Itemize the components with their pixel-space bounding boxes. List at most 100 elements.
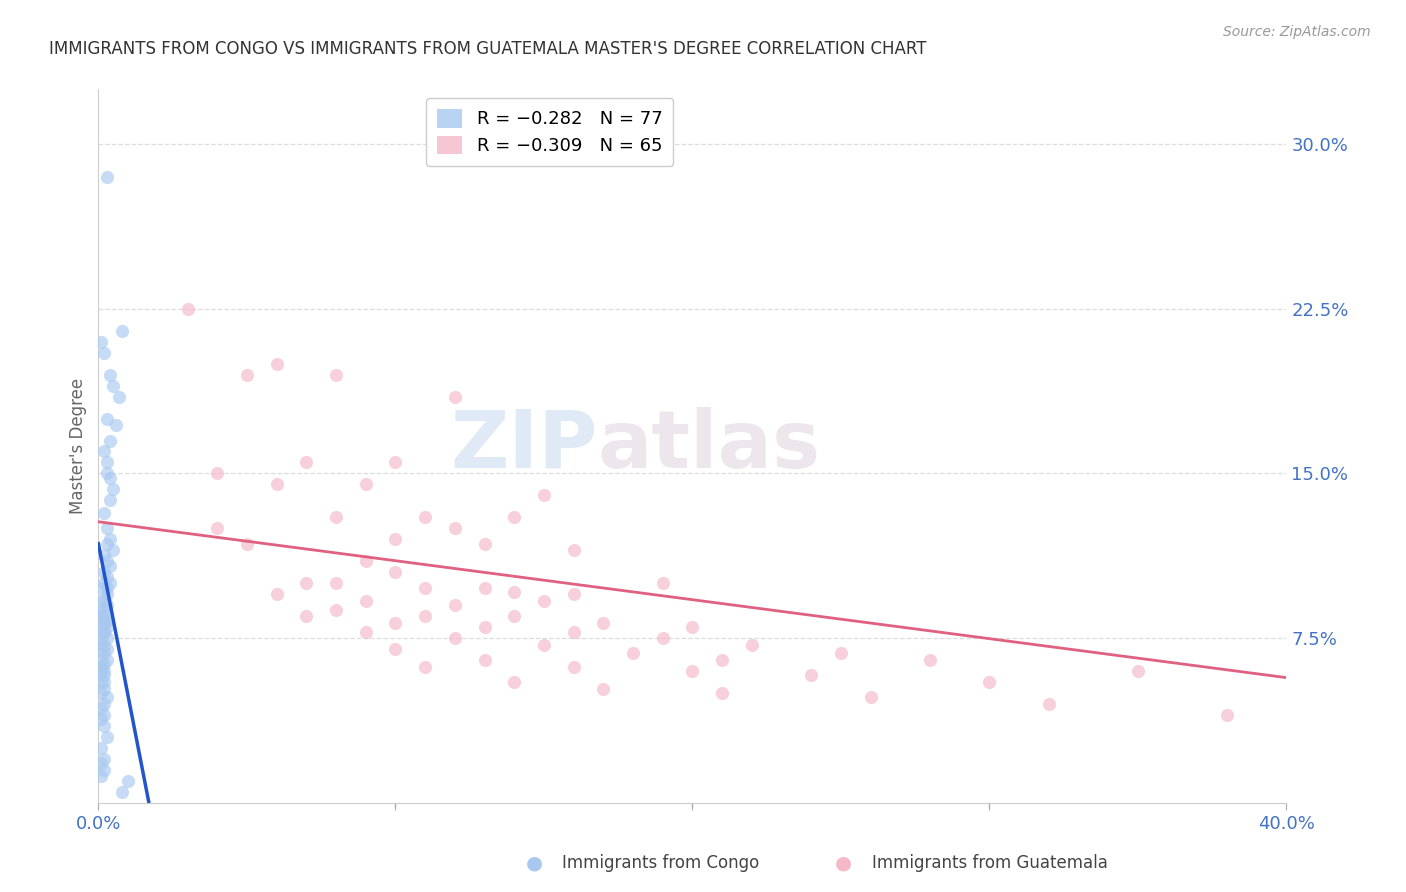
Text: ZIP: ZIP: [450, 407, 598, 485]
Point: [96, 598, 118, 612]
Point: [533, 488, 555, 502]
Point: [96, 620, 118, 634]
Point: [474, 537, 496, 551]
Point: [93, 752, 115, 766]
Point: [90, 701, 112, 715]
Point: [354, 554, 377, 568]
Point: [98, 471, 121, 485]
Point: [266, 357, 288, 371]
Point: [93, 681, 115, 696]
Point: [98, 533, 121, 547]
Point: [503, 510, 526, 524]
Point: [562, 624, 585, 639]
Point: [90, 664, 112, 678]
Text: ●: ●: [526, 854, 543, 873]
Point: [93, 345, 115, 359]
Point: [96, 614, 118, 628]
Point: [562, 659, 585, 673]
Point: [711, 653, 734, 667]
Point: [90, 740, 112, 755]
Point: [503, 585, 526, 599]
Point: [103, 543, 125, 558]
Point: [295, 455, 318, 469]
Point: [93, 594, 115, 608]
Point: [1038, 697, 1060, 711]
Point: [354, 594, 377, 608]
Point: [93, 647, 115, 661]
Point: [117, 773, 139, 788]
Point: [384, 615, 406, 630]
Point: [90, 631, 112, 645]
Point: [295, 609, 318, 624]
Point: [93, 719, 115, 733]
Point: [90, 620, 112, 634]
Y-axis label: Master's Degree: Master's Degree: [69, 378, 87, 514]
Text: atlas: atlas: [598, 407, 821, 485]
Point: [207, 467, 229, 481]
Point: [384, 455, 406, 469]
Point: [96, 521, 118, 535]
Text: Source: ZipAtlas.com: Source: ZipAtlas.com: [1223, 25, 1371, 39]
Point: [96, 631, 118, 645]
Point: [443, 521, 465, 535]
Point: [621, 647, 644, 661]
Point: [533, 594, 555, 608]
Point: [93, 576, 115, 591]
Point: [90, 653, 112, 667]
Point: [562, 543, 585, 558]
Point: [682, 620, 704, 634]
Point: [90, 712, 112, 726]
Point: [108, 390, 131, 404]
Point: [176, 301, 198, 316]
Point: [96, 467, 118, 481]
Point: [979, 675, 1001, 690]
Point: [96, 537, 118, 551]
Point: [413, 659, 436, 673]
Point: [93, 675, 115, 690]
Point: [93, 624, 115, 639]
Point: [830, 647, 852, 661]
Point: [651, 576, 673, 591]
Point: [800, 668, 823, 682]
Point: [325, 368, 347, 382]
Point: [105, 418, 128, 433]
Point: [474, 653, 496, 667]
Point: [295, 576, 318, 591]
Point: [103, 482, 125, 496]
Point: [236, 537, 259, 551]
Point: [90, 635, 112, 649]
Point: [98, 492, 121, 507]
Point: [741, 638, 763, 652]
Point: [503, 675, 526, 690]
Text: Immigrants from Congo: Immigrants from Congo: [562, 855, 759, 872]
Point: [93, 566, 115, 580]
Point: [93, 614, 115, 628]
Point: [93, 763, 115, 777]
Point: [90, 659, 112, 673]
Point: [562, 587, 585, 601]
Point: [474, 620, 496, 634]
Point: [103, 378, 125, 392]
Point: [90, 769, 112, 783]
Point: [443, 631, 465, 645]
Point: [98, 434, 121, 448]
Point: [93, 506, 115, 520]
Point: [266, 477, 288, 491]
Point: [93, 697, 115, 711]
Point: [413, 510, 436, 524]
Point: [711, 686, 734, 700]
Point: [93, 657, 115, 672]
Point: [325, 602, 347, 616]
Point: [1216, 708, 1239, 723]
Point: [96, 455, 118, 469]
Point: [93, 638, 115, 652]
Point: [96, 554, 118, 568]
Point: [90, 334, 112, 349]
Point: [474, 581, 496, 595]
Point: [384, 566, 406, 580]
Point: [98, 368, 121, 382]
Point: [90, 642, 112, 657]
Point: [93, 624, 115, 639]
Text: ●: ●: [835, 854, 852, 873]
Point: [93, 602, 115, 616]
